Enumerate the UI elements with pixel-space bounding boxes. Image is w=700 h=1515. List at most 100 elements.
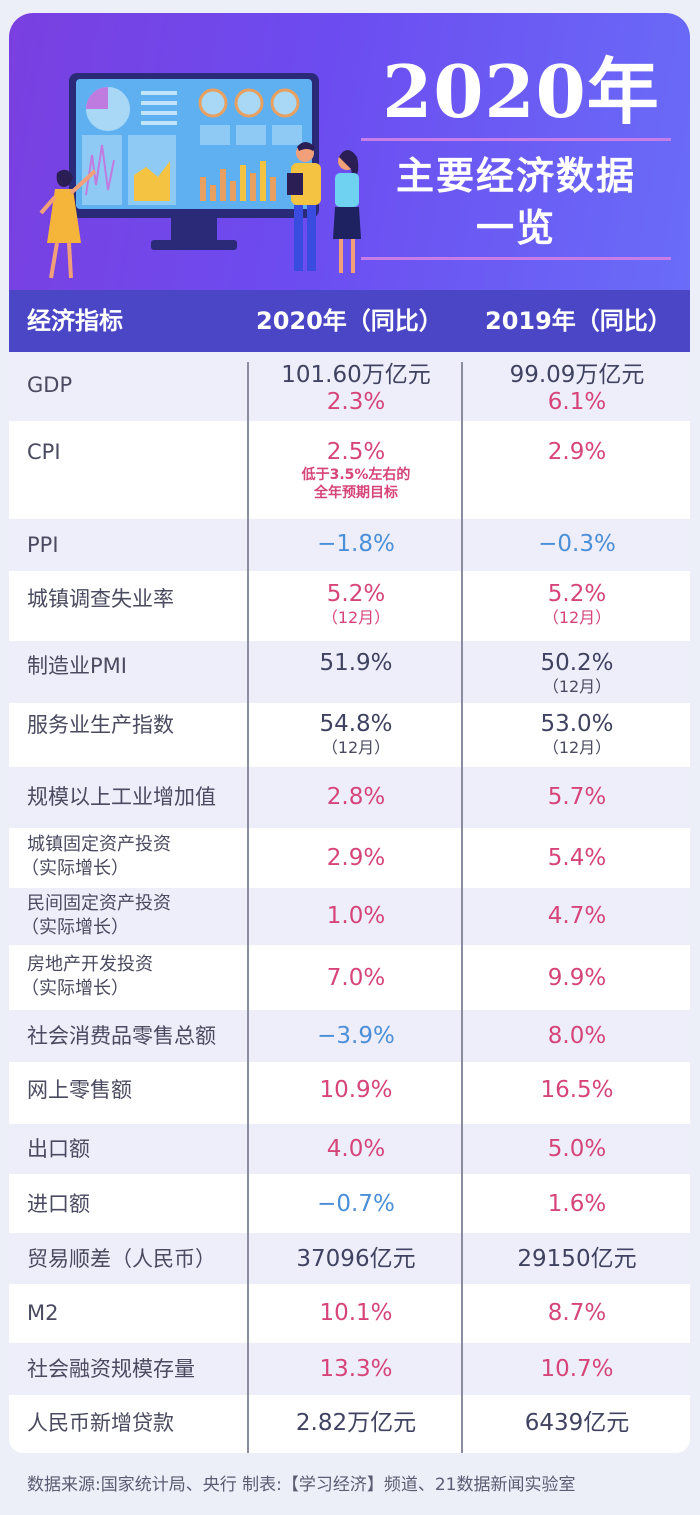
row-sublabel: （实际增长） [21,917,129,938]
value-2019: 6.1% [547,389,607,415]
hero-banner: 2020年 主要经济数据 一览 [9,13,690,290]
value-2019: 29150亿元 [517,1246,637,1272]
value-2020: 2.3% [326,389,386,415]
table-row-unemployment: 城镇调查失业率 5.2% （12月） 5.2% （12月） [9,571,690,641]
table-row-ppi: PPI −1.8% −0.3% [9,519,690,571]
cell-2020: 7.0% [249,965,463,992]
header-2019: 2019年（同比） [485,307,672,335]
presenter-woman-icon [39,169,97,279]
cell-2020: −3.9% [249,1023,463,1050]
table-row-services-index: 服务业生产指数 54.8% （12月） 53.0% （12月） [9,703,690,767]
row-label: 民间固定资产投资 [27,893,171,914]
value-2019: 5.7% [547,784,607,810]
value-2020: 1.0% [326,903,386,929]
cell-2020: 37096亿元 [249,1246,463,1273]
cell-2020: 2.5% 低于3.5%左右的 全年预期目标 [249,439,463,502]
cell-2020: −1.8% [249,531,463,558]
cell-2019: 9.9% [464,965,690,992]
value-2020: 10.1% [319,1300,393,1326]
table-row-social-financing: 社会融资规模存量 13.3% 10.7% [9,1343,690,1395]
table-row-online-retail: 网上零售额 10.9% 16.5% [9,1062,690,1124]
note-2020-line1: 低于3.5%左右的 [301,467,411,483]
value-2020: 2.82万亿元 [295,1410,417,1436]
title-divider-top [361,138,671,141]
cell-2019: 2.9% [464,439,690,466]
dashboard-illustration-icon [69,73,319,250]
row-label: 社会消费品零售总额 [27,1024,216,1048]
table-row-imports: 进口额 −0.7% 1.6% [9,1174,690,1233]
cell-2020: 10.9% [249,1077,463,1104]
table-row-exports: 出口额 4.0% 5.0% [9,1124,690,1174]
note-2020: （12月） [321,738,391,757]
value-2020: 5.2% [326,581,386,607]
value-2019: 5.4% [547,845,607,871]
table-row-pmi: 制造业PMI 51.9% 50.2% （12月） [9,641,690,703]
value-2019: 8.0% [547,1023,607,1049]
cell-2019: 6439亿元 [464,1410,690,1437]
value-2020: 7.0% [326,965,386,991]
value-2020: −3.9% [317,1023,395,1049]
cell-2019: 5.7% [464,784,690,811]
row-label: 城镇固定资产投资 [27,834,171,855]
row-label: 规模以上工业增加值 [27,785,216,809]
value-2019: 50.2% [540,650,614,676]
value-2019: 9.9% [547,965,607,991]
table-row-private-fixed-investment: 民间固定资产投资 （实际增长） 1.0% 4.7% [9,888,690,945]
cell-2019: 99.09万亿元 6.1% [464,362,690,416]
cell-2020: 101.60万亿元 2.3% [249,362,463,416]
row-label: 出口额 [27,1137,90,1161]
cell-2019: 10.7% [464,1356,690,1383]
cell-2019: 50.2% （12月） [464,650,690,697]
note-2020-line2: 全年预期目标 [314,485,398,501]
row-label: 社会融资规模存量 [27,1357,195,1381]
table-row-m2: M2 10.1% 8.7% [9,1284,690,1343]
infographic-card: 2020年 主要经济数据 一览 经济指标 2020年（同比） 2019年（同比）… [9,13,690,1453]
title-line2: 一览 [475,206,556,250]
row-label: 贸易顺差（人民币） [27,1247,216,1271]
source-footer: 数据来源:国家统计局、央行 制表:【学习经济】频道、21数据新闻实验室 [27,1475,576,1495]
table-row-industrial-value-added: 规模以上工业增加值 2.8% 5.7% [9,767,690,828]
row-label: M2 [27,1301,59,1325]
table-row-trade-surplus: 贸易顺差（人民币） 37096亿元 29150亿元 [9,1233,690,1284]
table-row-gdp: GDP 101.60万亿元 2.3% 99.09万亿元 6.1% [9,352,690,421]
cell-2020: 2.82万亿元 [249,1410,463,1437]
cell-2019: 29150亿元 [464,1246,690,1273]
value-2020: 13.3% [319,1356,393,1382]
value-2019: 1.6% [547,1191,607,1217]
note-2019: （12月） [542,677,612,696]
column-divider-1 [247,362,249,1453]
value-2019: 6439亿元 [524,1410,630,1436]
header-indicator: 经济指标 [27,307,123,335]
row-label: 制造业PMI [27,654,127,678]
analyst-woman-icon [333,150,361,273]
value-2019: 53.0% [540,711,614,737]
cell-2019: 16.5% [464,1077,690,1104]
row-label: 服务业生产指数 [27,713,174,737]
cell-2019: −0.3% [464,531,690,558]
column-divider-2 [461,362,463,1453]
row-label: 进口额 [27,1192,90,1216]
row-label: 人民币新增贷款 [27,1411,174,1435]
table-row-urban-fixed-investment: 城镇固定资产投资 （实际增长） 2.9% 5.4% [9,828,690,888]
title-year: 2020年 [382,49,660,134]
cell-2020: 1.0% [249,903,463,930]
value-2019: 8.7% [547,1300,607,1326]
cell-2020: 2.8% [249,784,463,811]
value-2020: 4.0% [326,1136,386,1162]
value-2020: 2.5% [326,439,386,465]
cell-2020: 5.2% （12月） [249,581,463,628]
amount-2019: 99.09万亿元 [509,362,645,388]
table-row-real-estate-investment: 房地产开发投资 （实际增长） 7.0% 9.9% [9,945,690,1010]
table-row-cpi: CPI 2.5% 低于3.5%左右的 全年预期目标 2.9% [9,421,690,519]
row-label: PPI [27,533,59,557]
note-2019: （12月） [542,608,612,627]
cell-2020: 51.9% [249,650,463,677]
cell-2019: 5.2% （12月） [464,581,690,628]
row-label: 网上零售额 [27,1078,132,1102]
value-2019: 5.0% [547,1136,607,1162]
note-2019: （12月） [542,738,612,757]
cell-2020: 10.1% [249,1300,463,1327]
cell-2019: 1.6% [464,1191,690,1218]
row-label: 城镇调查失业率 [27,587,174,611]
cell-2020: 2.9% [249,845,463,872]
